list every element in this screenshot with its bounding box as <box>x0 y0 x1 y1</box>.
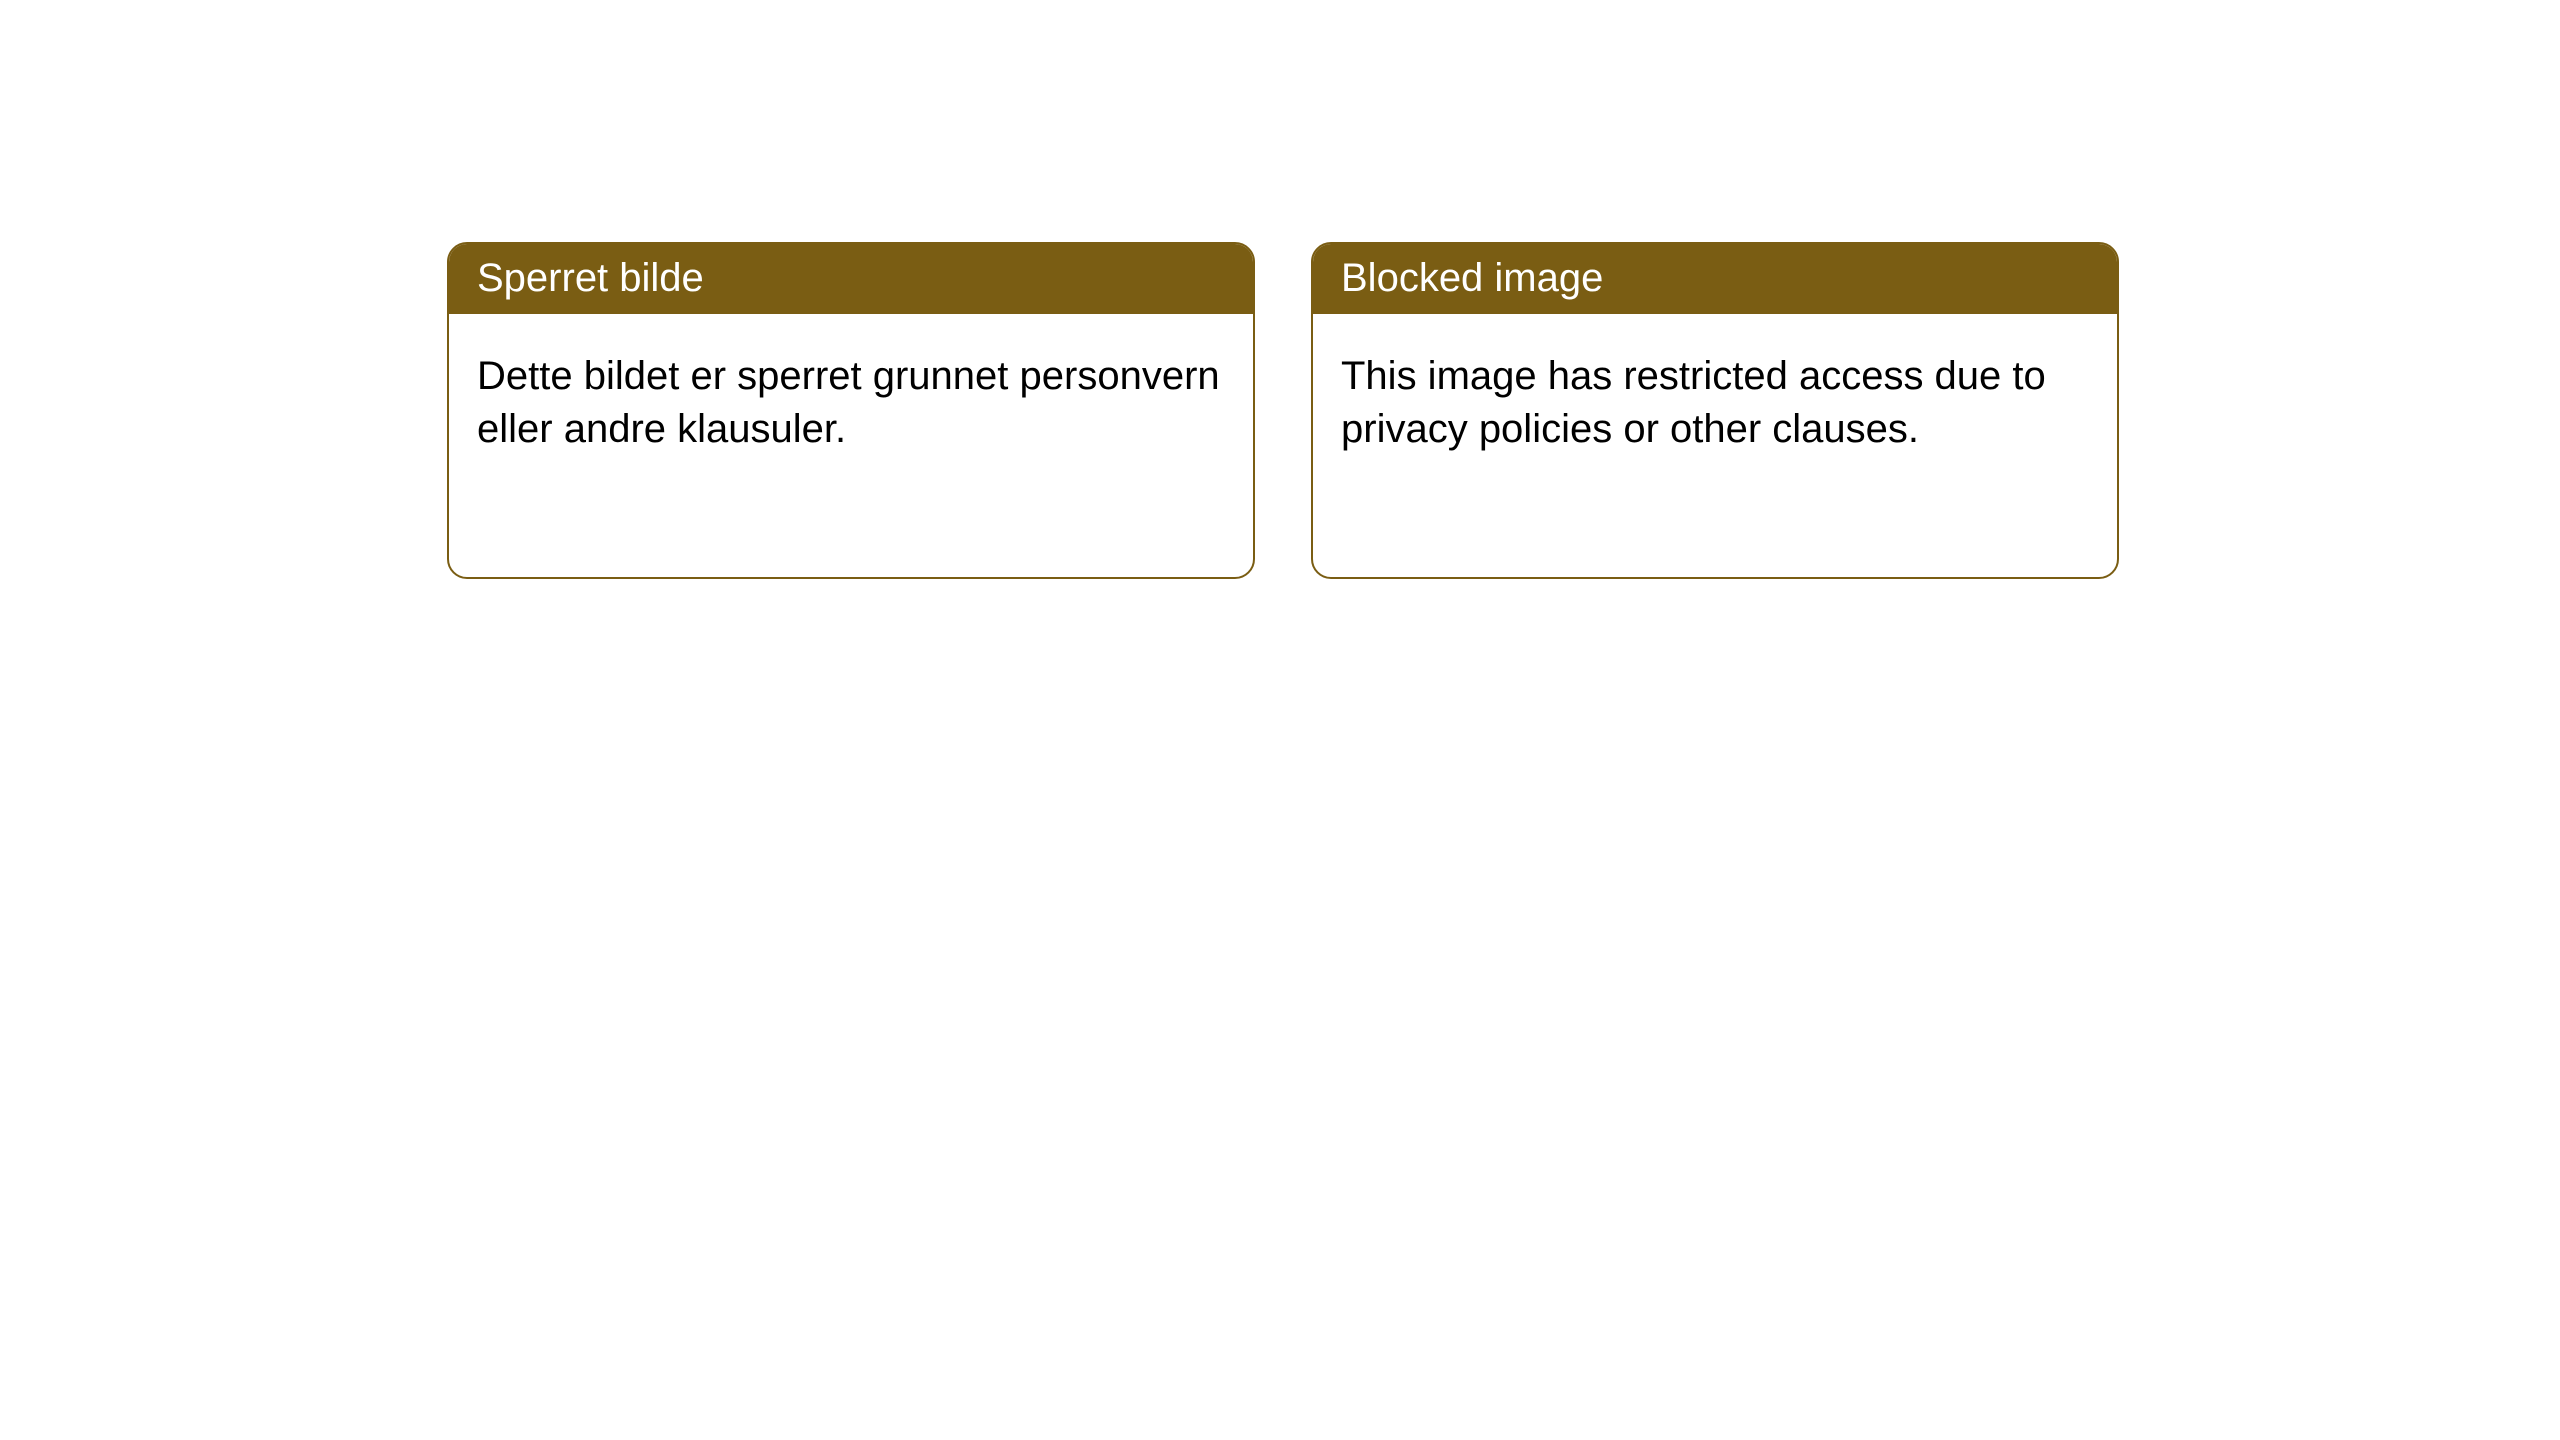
notice-card-norwegian: Sperret bilde Dette bildet er sperret gr… <box>447 242 1255 579</box>
notice-card-english: Blocked image This image has restricted … <box>1311 242 2119 579</box>
notice-header-norwegian: Sperret bilde <box>449 244 1253 314</box>
notice-container: Sperret bilde Dette bildet er sperret gr… <box>447 242 2560 579</box>
notice-header-english: Blocked image <box>1313 244 2117 314</box>
notice-body-norwegian: Dette bildet er sperret grunnet personve… <box>449 314 1253 492</box>
notice-body-english: This image has restricted access due to … <box>1313 314 2117 492</box>
